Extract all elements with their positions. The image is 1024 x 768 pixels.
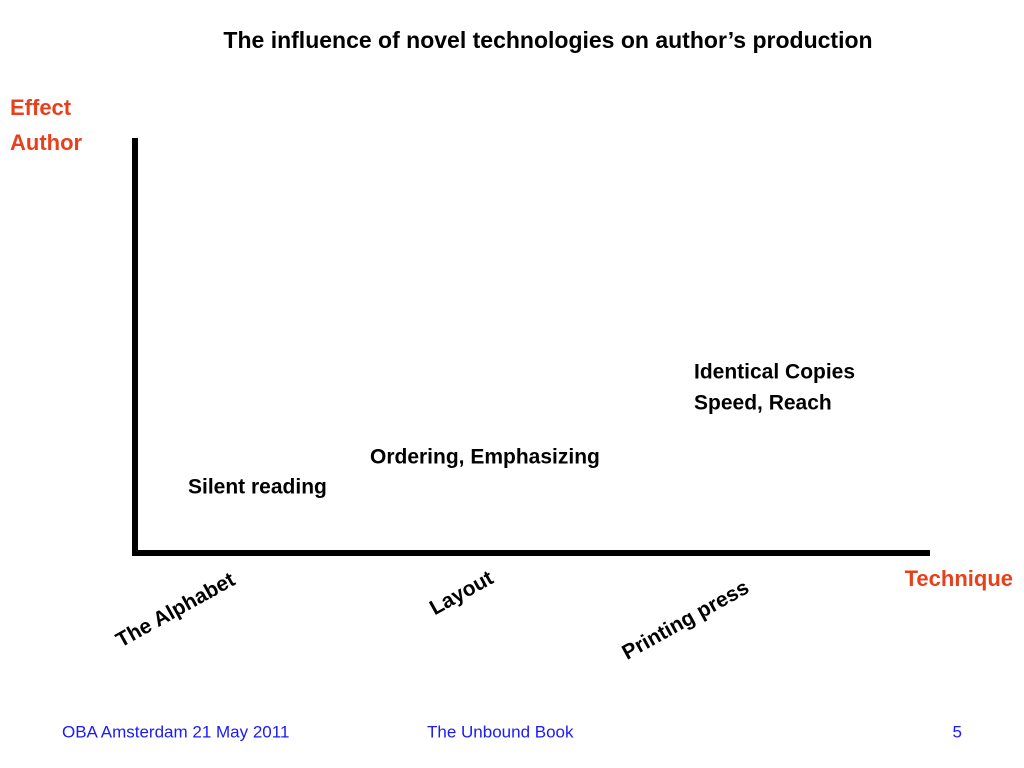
technique-label: Printing press — [618, 576, 753, 665]
footer-text: The Unbound Book — [427, 722, 574, 741]
y-axis-label: Author — [10, 130, 83, 155]
footer-text: OBA Amsterdam 21 May 2011 — [62, 722, 289, 741]
effect-label: Silent reading — [188, 476, 327, 499]
technique-label: The Alphabet — [112, 568, 239, 652]
page-number: 5 — [953, 722, 962, 741]
effect-label: Ordering, Emphasizing — [370, 446, 600, 469]
effect-label: Identical Copies — [694, 361, 855, 384]
technique-label: Layout — [426, 566, 497, 619]
effect-label: Speed, Reach — [694, 392, 832, 415]
x-axis-label: Technique — [905, 566, 1013, 591]
slide-title: The influence of novel technologies on a… — [223, 27, 872, 53]
y-axis-label: Effect — [10, 95, 72, 120]
